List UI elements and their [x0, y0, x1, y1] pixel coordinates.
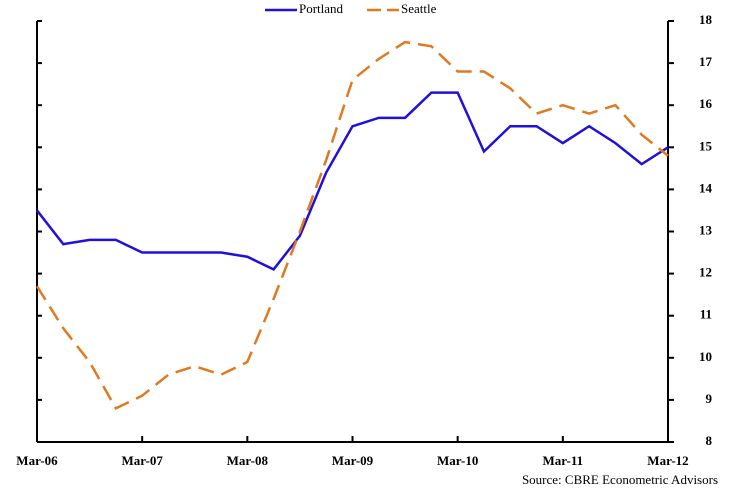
legend-label: Portland — [299, 1, 344, 16]
x-tick-label: Mar-06 — [16, 453, 58, 468]
y-tick-label: 16 — [699, 96, 713, 111]
x-tick-label: Mar-10 — [437, 453, 478, 468]
x-tick-label: Mar-07 — [121, 453, 163, 468]
y-tick-label: 14 — [699, 180, 713, 195]
y-tick-label: 9 — [706, 391, 713, 406]
y-tick-label: 18 — [699, 12, 713, 27]
source-note: Source: CBRE Econometric Advisors — [522, 472, 718, 487]
x-tick-label: Mar-11 — [542, 453, 583, 468]
series-line — [35, 40, 669, 410]
y-tick-label: 10 — [699, 349, 712, 364]
series-line — [36, 91, 669, 271]
x-tick-label: Mar-08 — [227, 453, 269, 468]
y-tick-label: 17 — [699, 54, 713, 69]
y-tick-label: 13 — [699, 222, 713, 237]
y-tick-label: 11 — [700, 307, 712, 322]
y-tick-label: 8 — [706, 433, 713, 448]
x-tick-label: Mar-09 — [332, 453, 374, 468]
x-tick-label: Mar-12 — [647, 453, 688, 468]
y-tick-label: 15 — [699, 138, 713, 153]
y-tick-label: 12 — [699, 265, 712, 280]
legend-label: Seattle — [401, 1, 437, 16]
